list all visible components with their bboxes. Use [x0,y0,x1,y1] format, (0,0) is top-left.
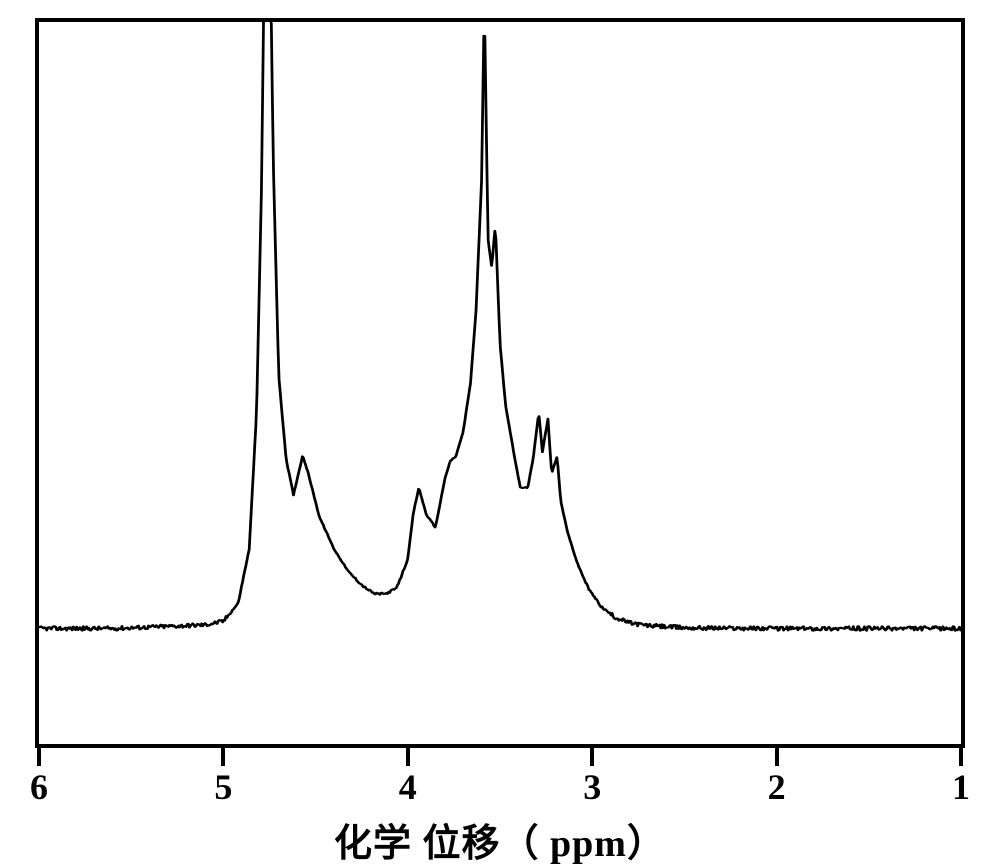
x-tick [959,748,963,766]
spectrum-svg [39,22,961,744]
x-tick-label: 4 [399,766,417,808]
x-tick [775,748,779,766]
x-ticks [35,748,965,768]
nmr-figure: 6 5 4 3 2 1 化学 位移（ ppm） [0,0,1000,864]
x-tick-labels: 654321 [35,766,965,810]
x-tick [590,748,594,766]
x-tick-label: 1 [952,766,970,808]
x-tick-label: 2 [768,766,786,808]
x-tick [37,748,41,766]
x-tick-label: 5 [214,766,232,808]
x-axis-label: 化学 位移（ ppm） [0,812,1000,867]
x-tick-label: 3 [583,766,601,808]
x-tick-label: 6 [30,766,48,808]
plot-area [35,18,965,748]
spectrum-trace [39,22,961,631]
x-tick [406,748,410,766]
x-tick [221,748,225,766]
